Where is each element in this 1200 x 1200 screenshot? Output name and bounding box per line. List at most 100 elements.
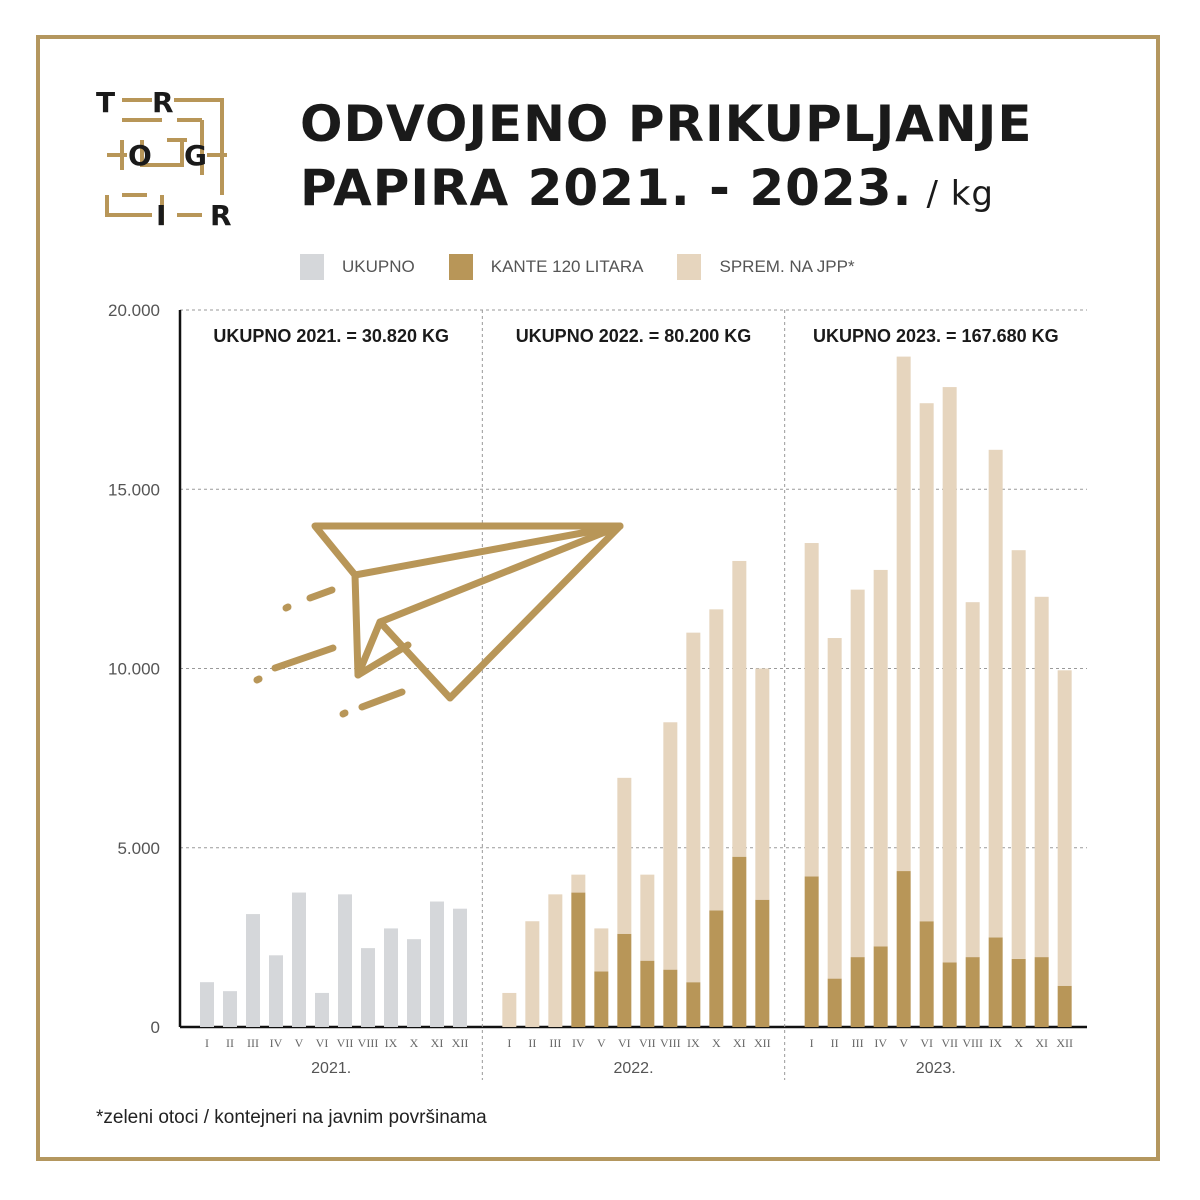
x-tick-label: VIII <box>962 1036 983 1050</box>
x-tick-label: XII <box>1056 1036 1073 1050</box>
bar <box>571 892 586 1027</box>
bar <box>663 722 678 970</box>
bar <box>942 962 957 1027</box>
bar <box>246 914 260 1027</box>
x-tick-label: VII <box>337 1036 354 1050</box>
x-tick-label: IV <box>270 1036 283 1050</box>
bar <box>919 921 934 1027</box>
x-tick-label: X <box>1014 1036 1023 1050</box>
bar <box>804 543 819 877</box>
title-line-2: PAPIRA 2021. - 2023. <box>300 159 913 217</box>
x-tick-label: XI <box>1035 1036 1048 1050</box>
x-tick-label: X <box>410 1036 419 1050</box>
year-label: 2021. <box>311 1060 351 1077</box>
bar <box>827 978 842 1027</box>
bar <box>292 892 306 1027</box>
bar <box>850 957 865 1027</box>
bar <box>525 921 540 1027</box>
x-tick-label: IV <box>874 1036 887 1050</box>
x-tick-label: I <box>810 1036 814 1050</box>
x-tick-label: XI <box>733 1036 746 1050</box>
bar <box>502 992 517 1027</box>
logo-letter-t: T <box>96 86 115 119</box>
bar <box>732 560 747 857</box>
legend-label-kante: KANTE 120 LITARA <box>490 257 644 276</box>
bar <box>732 856 747 1027</box>
page-title: ODVOJENO PRIKUPLJANJE PAPIRA 2021. - 202… <box>300 92 1032 226</box>
footnote: *zeleni otoci / kontejneri na javnim pov… <box>96 1107 487 1128</box>
trogir-logo: T R O G I R <box>96 86 232 230</box>
legend-swatch-ukupno <box>300 254 324 280</box>
bar <box>1011 550 1026 959</box>
x-tick-label: VI <box>920 1036 933 1050</box>
paper-plane-stroke <box>282 603 292 612</box>
year-label: 2023. <box>916 1060 956 1077</box>
bar <box>873 946 888 1027</box>
border-frame <box>36 35 1160 1161</box>
legend-label-sprem: SPREM. NA JPP* <box>719 257 855 276</box>
bar <box>827 638 842 979</box>
year-label: 2022. <box>613 1060 653 1077</box>
x-tick-label: VI <box>316 1036 329 1050</box>
x-tick-label: XII <box>754 1036 771 1050</box>
logo-letter-r2: R <box>210 199 232 230</box>
paper-plane-stroke <box>358 688 406 711</box>
bar <box>873 569 888 947</box>
paper-plane-stroke <box>354 618 384 679</box>
bar <box>1034 596 1049 958</box>
logo-letter-g: G <box>184 139 207 172</box>
bar <box>988 449 1003 938</box>
bar <box>571 874 586 893</box>
bar <box>709 609 724 911</box>
bar <box>453 908 467 1027</box>
bar <box>407 939 421 1027</box>
paper-plane-stroke <box>253 675 263 684</box>
year-total-annotation: UKUPNO 2023. = 167.680 KG <box>813 326 1059 346</box>
paper-plane-stroke <box>339 709 349 718</box>
legend-item-sprem: SPREM. NA JPP* <box>677 254 855 280</box>
bar <box>1034 957 1049 1027</box>
bar <box>919 403 934 922</box>
bar <box>965 602 980 958</box>
bar <box>384 928 398 1027</box>
x-tick-label: VII <box>941 1036 958 1050</box>
bar <box>315 992 329 1027</box>
x-tick-label: V <box>597 1036 606 1050</box>
legend-swatch-kante <box>448 254 473 280</box>
bar <box>686 632 701 983</box>
x-tick-label: X <box>712 1036 721 1050</box>
bar <box>548 894 563 1027</box>
x-tick-label: VI <box>618 1036 631 1050</box>
logo-letter-r1: R <box>152 86 174 119</box>
x-tick-label: I <box>205 1036 209 1050</box>
bar <box>1057 985 1072 1027</box>
x-tick-label: V <box>899 1036 908 1050</box>
paper-plane-icon <box>253 522 624 718</box>
bar <box>594 971 609 1027</box>
paper-plane-stroke <box>311 522 624 579</box>
bar <box>361 948 375 1027</box>
x-tick-label: III <box>549 1036 561 1050</box>
paper-plane-stroke <box>376 522 624 702</box>
legend-item-ukupno: UKUPNO <box>300 254 415 280</box>
bar <box>942 387 957 963</box>
bar <box>617 933 632 1027</box>
x-tick-label: IX <box>687 1036 700 1050</box>
y-tick-label: 0 <box>151 1018 160 1037</box>
bar <box>663 969 678 1027</box>
bar <box>269 955 283 1027</box>
x-tick-label: IX <box>385 1036 398 1050</box>
x-tick-label: IV <box>572 1036 585 1050</box>
x-tick-label: XII <box>452 1036 469 1050</box>
bar <box>686 982 701 1027</box>
bar <box>1057 670 1072 986</box>
x-tick-label: IX <box>989 1036 1002 1050</box>
bar <box>223 991 237 1027</box>
bar <box>640 960 655 1027</box>
bar <box>1011 958 1026 1027</box>
bar <box>988 937 1003 1027</box>
bar <box>965 957 980 1027</box>
x-tick-label: I <box>507 1036 511 1050</box>
logo-letter-o: O <box>128 139 152 172</box>
